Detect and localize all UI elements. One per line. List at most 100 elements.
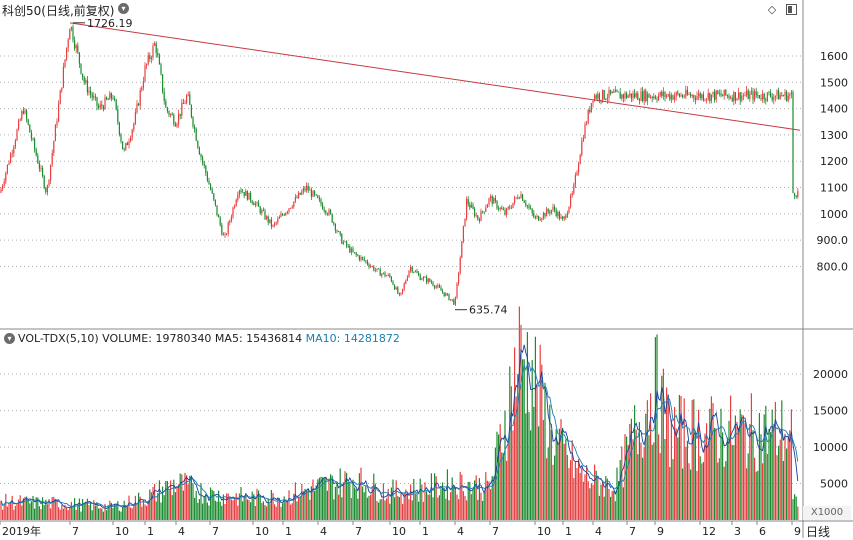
candle-body (139, 90, 141, 106)
volume-bar (731, 444, 733, 520)
volume-menu-icon[interactable]: ▾ (4, 333, 15, 344)
candle-body (162, 74, 164, 93)
candle-body (624, 93, 626, 99)
diamond-icon[interactable]: ◇ (767, 3, 777, 16)
x-tick-label: 9 (657, 525, 664, 538)
candle-body (99, 104, 101, 108)
volume-bar (413, 478, 415, 520)
candle-body (272, 225, 274, 227)
candle-body (576, 172, 578, 176)
candle-body (326, 213, 328, 215)
candle-body (760, 98, 762, 100)
volume-bar (683, 398, 685, 520)
candle-body (538, 215, 540, 221)
candle-body (717, 90, 719, 94)
volume-bar (107, 505, 109, 520)
volume-bar (72, 505, 74, 520)
price-tick-label: 1000 (820, 208, 848, 221)
candle-body (358, 255, 360, 260)
volume-bar (253, 494, 255, 520)
candle-body (659, 91, 661, 96)
candle-body (734, 92, 736, 101)
volume-bar (776, 455, 778, 520)
volume-bar (166, 481, 168, 520)
candle-body (741, 95, 743, 101)
volume-bar (298, 497, 300, 520)
volume-bar (163, 495, 165, 520)
candle-body (618, 91, 620, 93)
volume-bar (541, 364, 543, 520)
candle-body (62, 66, 64, 88)
candle-body (37, 155, 39, 164)
volume-bar (34, 508, 36, 520)
volume-bar (549, 404, 551, 520)
candle-body (466, 199, 468, 219)
volume-bar (619, 460, 621, 520)
volume-bar (264, 505, 266, 520)
candle-body (107, 99, 109, 101)
candle-body (226, 233, 228, 235)
x-tick-label: 10 (392, 525, 406, 538)
candle-body (51, 152, 53, 165)
volume-bar (19, 495, 21, 520)
candle-body (70, 26, 72, 30)
volume-bar (560, 419, 562, 520)
volume-bar (46, 504, 48, 520)
candle-body (662, 91, 664, 97)
candle-body (126, 143, 128, 146)
volume-bar (10, 503, 12, 520)
candle-body (130, 137, 132, 142)
volume-bar (739, 409, 741, 520)
volume-bar (262, 501, 264, 520)
candle-body (136, 103, 138, 113)
candle-body (720, 93, 722, 96)
candle-body (483, 211, 485, 213)
volume-bar (51, 497, 53, 520)
price-tick-label: 1500 (820, 76, 848, 89)
volume-bar (790, 409, 792, 520)
period-selector[interactable]: 日线 (806, 525, 831, 539)
volume-bar (613, 491, 615, 520)
volume-bar (59, 509, 61, 520)
candle-body (154, 43, 156, 46)
volume-bar (133, 506, 135, 520)
candle-body (526, 205, 528, 207)
candle-body (282, 214, 284, 216)
candle-body (696, 96, 698, 100)
candle-body (594, 95, 596, 101)
volume-bar (227, 493, 229, 520)
candle-body (674, 96, 676, 100)
volume-bar (208, 505, 210, 520)
candle-body (176, 123, 178, 127)
maximize-icon[interactable] (786, 4, 797, 15)
volume-bar (218, 490, 220, 520)
candle-body (389, 274, 391, 277)
candle-body (707, 93, 709, 99)
volume-gridlines (0, 373, 803, 485)
volume-bar (437, 497, 439, 520)
volume-bar (331, 475, 333, 520)
candle-body (0, 189, 2, 193)
candle-body (768, 92, 770, 94)
candle-body (46, 185, 48, 193)
volume-bar (482, 501, 484, 520)
candle-body (147, 55, 149, 65)
volume-bar (288, 490, 290, 520)
volume-bar (579, 472, 581, 520)
candle-body (333, 222, 335, 224)
candle-body (152, 45, 154, 58)
candle-body (357, 254, 359, 256)
x-tick-label: 4 (595, 525, 602, 538)
candle-body (290, 207, 292, 209)
volume-bar (30, 501, 32, 520)
candle-body (291, 206, 293, 208)
volume-bar (174, 492, 176, 520)
volume-ma10-text: MA10: 14281872 (305, 332, 400, 345)
candle-body (714, 91, 716, 100)
volume-bar (43, 505, 45, 520)
candle-body (547, 209, 549, 212)
candle-body (763, 93, 765, 100)
volume-bar (226, 493, 228, 520)
chevron-down-icon[interactable]: ▾ (118, 3, 129, 14)
